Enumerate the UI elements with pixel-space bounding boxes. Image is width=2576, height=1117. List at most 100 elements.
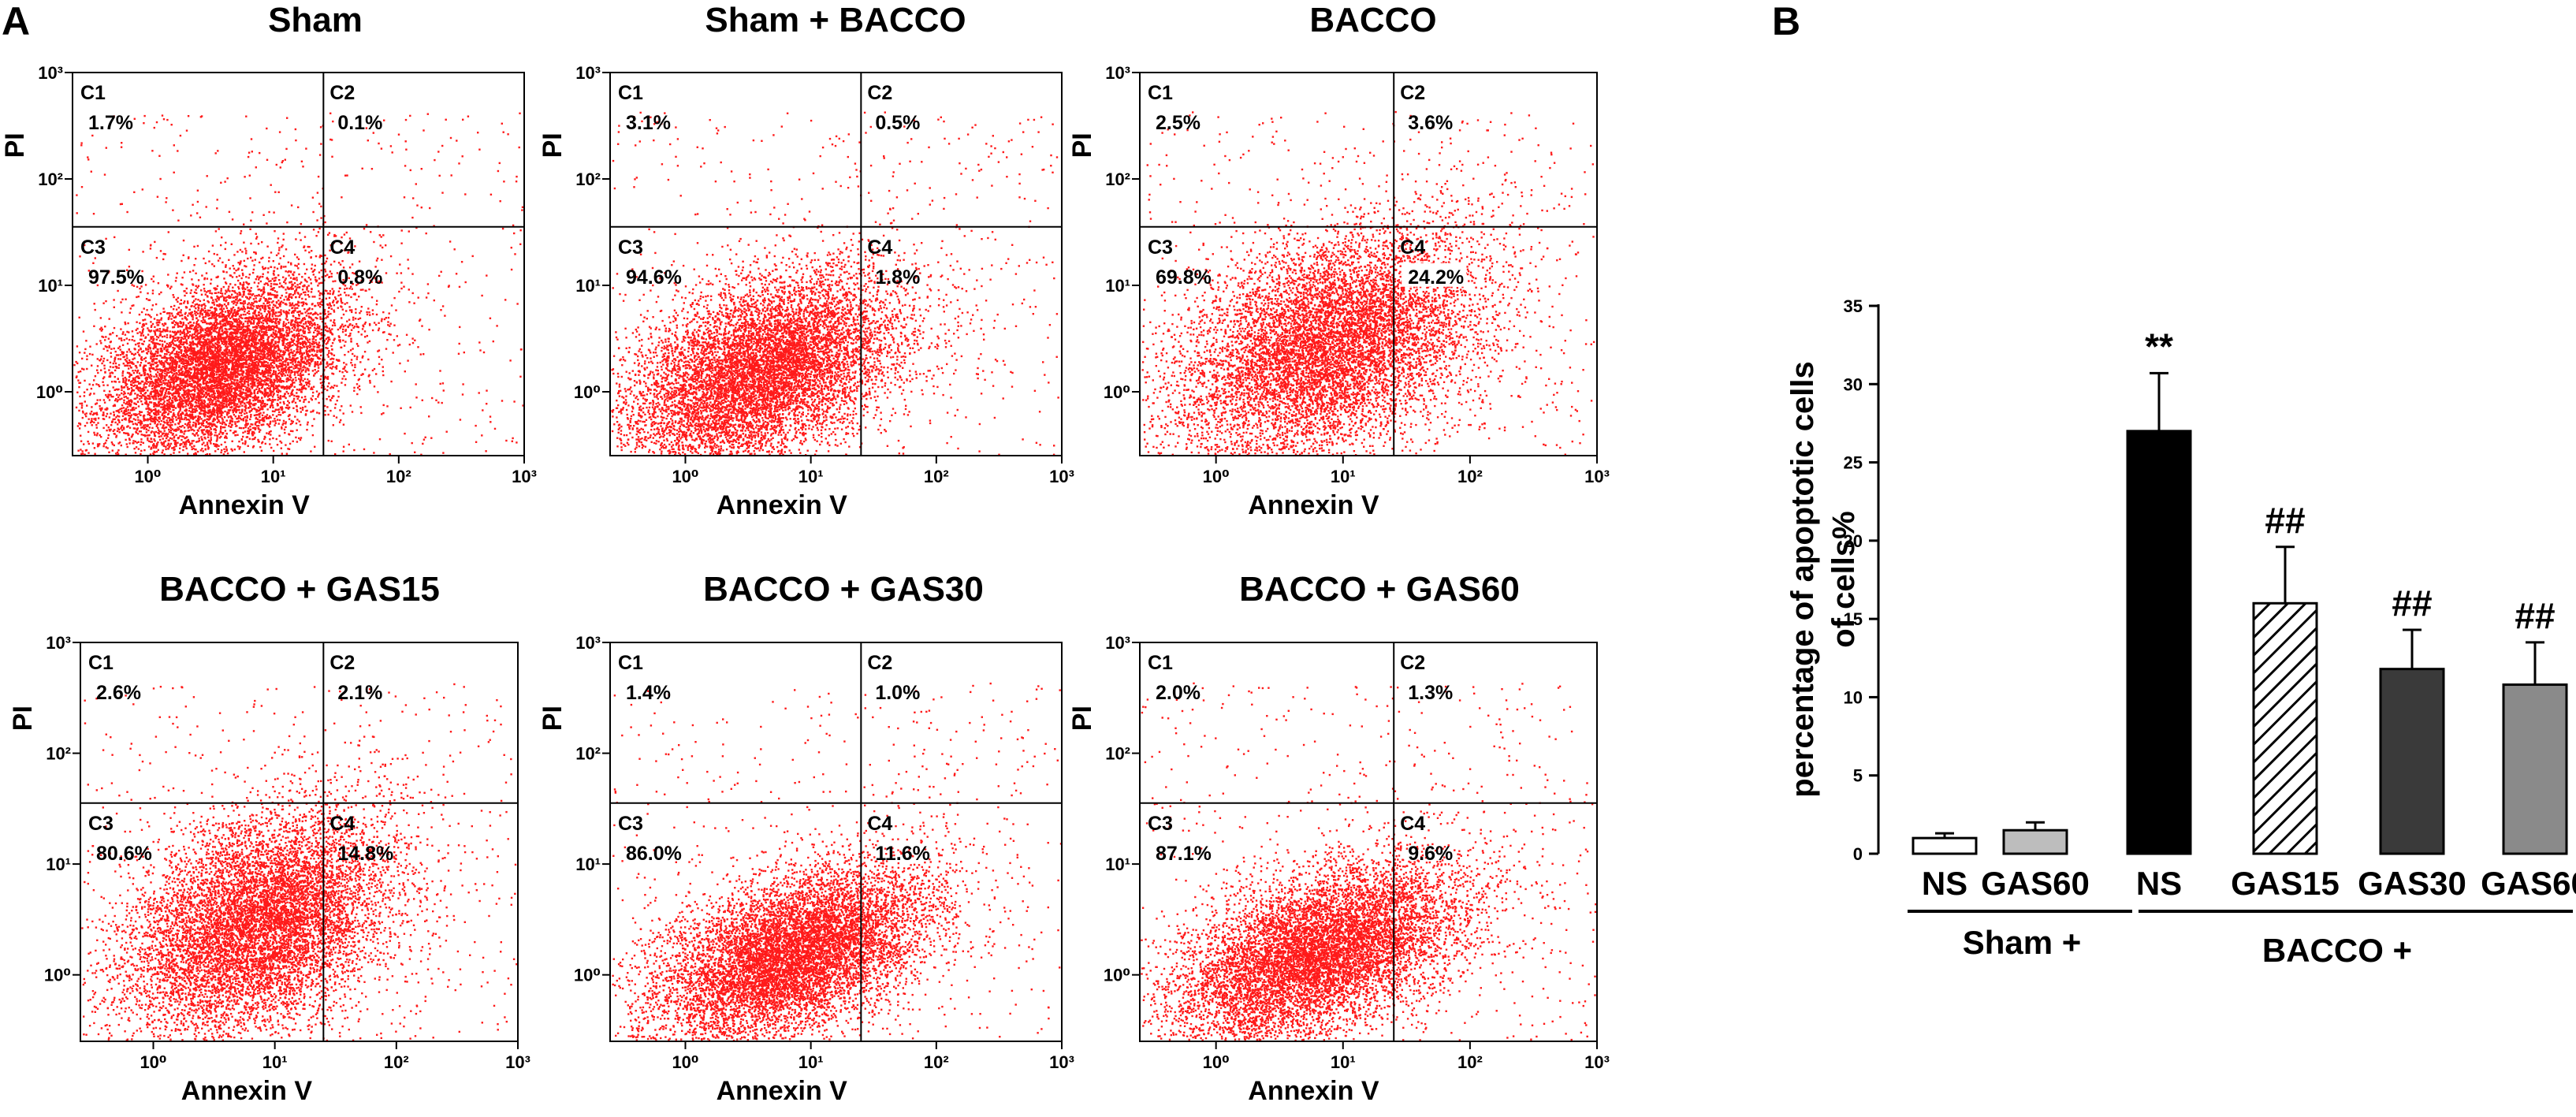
scatter-point (222, 397, 224, 398)
scatter-point (352, 348, 353, 349)
scatter-point (225, 390, 227, 392)
scatter-point (106, 413, 108, 415)
scatter-point (412, 197, 414, 199)
scatter-point (439, 370, 441, 371)
scatter-point (175, 407, 177, 408)
scatter-point (92, 442, 94, 444)
scatter-point (138, 422, 140, 423)
scatter-point (353, 449, 355, 451)
scatter-point (459, 286, 460, 288)
scatter-point (296, 392, 297, 393)
scatter-point (121, 419, 123, 421)
scatter-point (270, 283, 272, 285)
scatter-point (427, 283, 429, 285)
scatter-point (80, 144, 82, 146)
scatter-point (210, 437, 212, 438)
scatter-point (225, 248, 226, 250)
scatter-point (378, 143, 379, 144)
scatter-point (189, 381, 191, 382)
scatter-point (240, 329, 242, 330)
scatter-point (331, 397, 333, 399)
scatter-point (155, 431, 157, 433)
scatter-point (412, 342, 414, 344)
scatter-point (248, 427, 249, 429)
scatter-point (199, 339, 200, 341)
scatter-point (251, 438, 253, 440)
scatter-point (241, 405, 243, 407)
scatter-point (478, 392, 480, 393)
scatter-point (151, 388, 153, 389)
scatter-point (251, 138, 252, 140)
scatter-point (205, 293, 207, 295)
scatter-point (335, 404, 337, 405)
scatter-point (270, 434, 271, 435)
scatter-point (475, 425, 476, 426)
scatter-point (228, 416, 229, 418)
scatter-point (260, 296, 262, 297)
scatter-point (397, 344, 399, 346)
scatter-point (393, 352, 394, 353)
scatter-point (302, 289, 303, 290)
scatter-point (239, 411, 240, 413)
scatter-point (169, 354, 170, 356)
scatter-point (120, 328, 121, 330)
scatter-point (193, 246, 195, 248)
scatter-point (220, 452, 221, 453)
scatter-point (304, 294, 306, 296)
scatter-point (251, 260, 253, 262)
scatter-point (78, 371, 80, 373)
scatter-point (504, 299, 506, 300)
flow-cytometry-panels: 10⁰10⁰10¹10¹10²10²10³10³Annexin VPIShamC… (0, 1, 1610, 1106)
scatter-point (79, 427, 80, 429)
scatter-point (102, 445, 104, 447)
scatter-point (356, 393, 358, 395)
scatter-point (93, 393, 95, 394)
scatter-point (166, 419, 168, 421)
scatter-point (299, 420, 300, 422)
scatter-point (446, 431, 448, 433)
scatter-point (245, 252, 247, 254)
scatter-point (261, 322, 262, 323)
scatter-point (136, 296, 137, 298)
scatter-point (149, 367, 151, 369)
scatter-point (348, 351, 349, 352)
scatter-point (214, 432, 216, 434)
scatter-point (377, 258, 378, 259)
scatter-point (151, 278, 152, 280)
scatter-point (246, 436, 248, 437)
scatter-point (160, 250, 162, 251)
scatter-point (131, 305, 132, 307)
scatter-point (357, 345, 359, 347)
scatter-point (418, 296, 419, 298)
scatter-point (227, 177, 229, 179)
scatter-point (117, 423, 118, 425)
scatter-point (311, 282, 312, 284)
scatter-point (150, 321, 151, 322)
scatter-point (405, 140, 407, 142)
scatter-point (522, 207, 523, 208)
scatter-point (106, 385, 108, 386)
scatter-point (144, 424, 146, 426)
scatter-point (296, 307, 298, 309)
scatter-point (206, 272, 207, 274)
scatter-point (125, 360, 127, 362)
scatter-point (277, 419, 278, 420)
scatter-point (367, 314, 368, 315)
scatter-point (359, 312, 360, 314)
scatter-point (382, 374, 384, 376)
scatter-point (140, 362, 142, 363)
scatter-point (292, 288, 294, 289)
scatter-point (390, 145, 392, 147)
scatter-point (348, 306, 350, 307)
flow-panel-1: 10⁰10⁰10¹10¹10²10²10³10³Annexin VPIShamC… (0, 1, 537, 520)
scatter-point (171, 313, 173, 315)
scatter-point (159, 355, 161, 356)
scatter-point (199, 315, 200, 317)
scatter-point (93, 326, 95, 327)
scatter-point (103, 399, 105, 400)
scatter-point (373, 452, 374, 453)
scatter-point (371, 296, 373, 298)
scatter-point (211, 263, 213, 265)
scatter-point (318, 231, 319, 233)
scatter-point (77, 425, 79, 426)
